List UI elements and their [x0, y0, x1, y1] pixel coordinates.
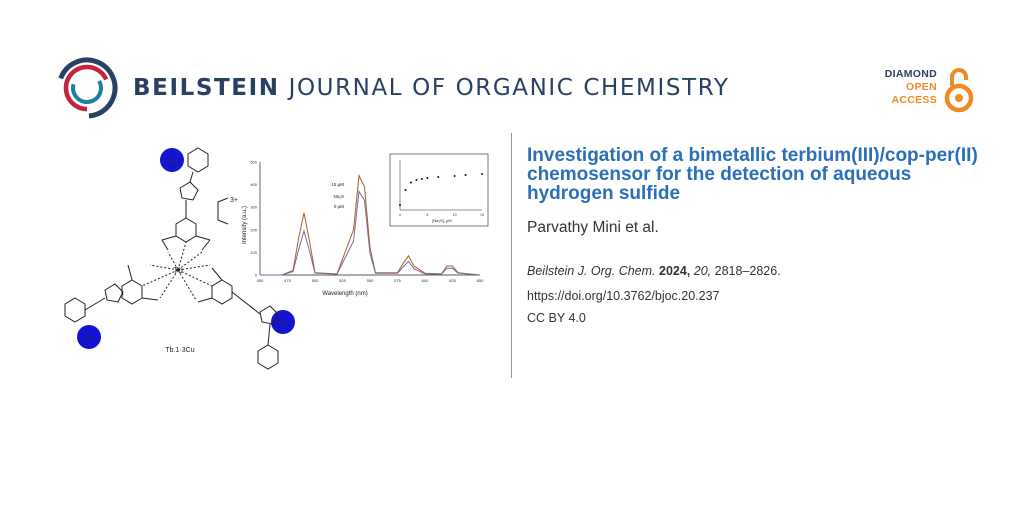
badge-line-diamond: DIAMOND [884, 68, 937, 80]
journal-name: BEILSTEIN JOURNAL OF ORGANIC CHEMISTRY [133, 75, 730, 101]
graphical-abstract: Cu Cu Cu Tb 3+ Tb.1·3Cu 450 475 500 525 550 5… [64, 147, 489, 370]
main-y-tick-label: 100 [250, 250, 257, 255]
molecular-structure [64, 147, 295, 370]
journal-name-rest: JOURNAL OF ORGANIC CHEMISTRY [288, 75, 730, 101]
cu-label-left: Cu [85, 336, 93, 342]
annotation-15um: 15 µM [331, 182, 344, 187]
inset-data-point [481, 173, 483, 175]
journal-name-bold: BEILSTEIN [133, 75, 280, 101]
main-x-tick-label: 575 [394, 278, 401, 283]
badge-line-open: OPEN [906, 81, 937, 93]
main-y-tick-label: 400 [250, 182, 257, 187]
open-access-lock-icon [944, 68, 974, 113]
article-authors: Parvathy Mini et al. [527, 219, 659, 236]
complex-label: Tb.1·3Cu [165, 347, 194, 354]
article-citation: Beilstein J. Org. Chem. 2024, 20, 2818–2… [527, 264, 997, 278]
charge-label: 3+ [230, 197, 238, 204]
article-license[interactable]: CC BY 4.0 [527, 311, 586, 325]
cu-atom-top [160, 148, 184, 172]
inset-x-tick-label: 0 [399, 213, 401, 217]
spectrum-series-line [260, 189, 481, 276]
annotation-na2s: Na₂S [333, 194, 344, 199]
inset-data-point [453, 175, 456, 177]
article-title[interactable]: Investigation of a bimetallic terbium(II… [527, 145, 978, 204]
main-chart-ylabel: Intensity (a.u.) [242, 206, 248, 244]
journal-abbrev: Beilstein J. Org. Chem. [527, 264, 656, 278]
article-info: Investigation of a bimetallic terbium(II… [527, 146, 997, 325]
beilstein-logo-icon [56, 57, 118, 119]
inset-x-tick-label: 5 [426, 213, 428, 217]
inset-x-tick-label: 10 [453, 213, 457, 217]
diamond-open-access-badge: DIAMOND OPEN ACCESS [880, 66, 975, 114]
main-x-tick-label: 600 [422, 278, 429, 283]
cu-atom-left [77, 325, 101, 349]
inset-data-point [420, 178, 423, 180]
citation-volume: 20, [693, 264, 712, 278]
spectrum-series-line [260, 173, 481, 276]
inset-x-tick-label: 15 [480, 213, 484, 217]
inset-data-point [464, 174, 467, 176]
main-x-tick-label: 525 [339, 278, 346, 283]
main-y-tick-label: 300 [250, 205, 257, 210]
main-chart-xlabel: Wavelength (nm) [322, 291, 367, 297]
inset-data-point [399, 204, 401, 206]
article-doi-link[interactable]: https://doi.org/10.3762/bjoc.20.237 [527, 289, 720, 303]
inset-data-point [437, 176, 440, 178]
inset-chart-xlabel: [Na₂S], µM [432, 218, 451, 223]
inset-data-point [404, 189, 407, 191]
vertical-divider [511, 133, 512, 378]
main-y-tick-label: 500 [250, 160, 257, 165]
journal-header: BEILSTEIN JOURNAL OF ORGANIC CHEMISTRY D… [55, 56, 974, 120]
main-x-tick-label: 625 [449, 278, 456, 283]
citation-year: 2024, [659, 264, 691, 278]
citation-pages: 2818–2826. [714, 264, 781, 278]
annotation-0um: 0 µM [334, 204, 344, 209]
main-y-tick-label: 0 [255, 273, 258, 278]
inset-data-point [409, 181, 412, 184]
main-x-tick-label: 550 [367, 278, 374, 283]
main-y-tick-label: 200 [250, 227, 257, 232]
badge-line-access: ACCESS [891, 94, 937, 106]
main-x-tick-label: 475 [284, 278, 291, 283]
main-x-tick-label: 500 [312, 278, 319, 283]
badge-text: DIAMOND OPEN ACCESS [885, 68, 937, 107]
main-x-tick-label: 650 [477, 278, 484, 283]
emission-spectrum-chart: 450 475 500 525 550 575 600 625 6500100200300400… [250, 160, 484, 284]
cu-label-top: Cu [169, 159, 177, 165]
cu-label-right: Cu [279, 321, 287, 327]
tb-center-label: Tb [173, 266, 183, 275]
titration-inset-chart: 0 5 10 15 [389, 153, 489, 227]
inset-data-point [426, 177, 429, 179]
inset-data-point [415, 179, 418, 181]
main-x-tick-label: 450 [257, 278, 264, 283]
